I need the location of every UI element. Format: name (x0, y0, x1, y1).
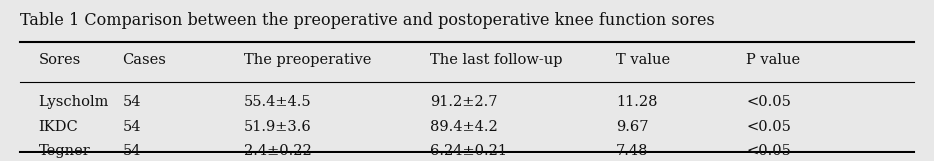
Text: 51.9±3.6: 51.9±3.6 (244, 120, 311, 134)
Text: Lyscholm: Lyscholm (38, 95, 109, 109)
Text: The last follow-up: The last follow-up (430, 53, 562, 67)
Text: Cases: Cases (122, 53, 166, 67)
Text: 6.24±0.21: 6.24±0.21 (430, 144, 507, 158)
Text: 55.4±4.5: 55.4±4.5 (244, 95, 311, 109)
Text: 2.4±0.22: 2.4±0.22 (244, 144, 311, 158)
Text: 91.2±2.7: 91.2±2.7 (430, 95, 497, 109)
Text: 89.4±4.2: 89.4±4.2 (430, 120, 498, 134)
Text: 7.48: 7.48 (616, 144, 648, 158)
Text: Table 1 Comparison between the preoperative and postoperative knee function sore: Table 1 Comparison between the preoperat… (20, 12, 715, 29)
Text: 9.67: 9.67 (616, 120, 648, 134)
Text: P value: P value (746, 53, 800, 67)
Text: T value: T value (616, 53, 670, 67)
Text: IKDC: IKDC (38, 120, 78, 134)
Text: Sores: Sores (38, 53, 81, 67)
Text: The preoperative: The preoperative (244, 53, 371, 67)
Text: <0.05: <0.05 (746, 95, 791, 109)
Text: 54: 54 (122, 144, 141, 158)
Text: 11.28: 11.28 (616, 95, 658, 109)
Text: 54: 54 (122, 120, 141, 134)
Text: 54: 54 (122, 95, 141, 109)
Text: <0.05: <0.05 (746, 120, 791, 134)
Text: <0.05: <0.05 (746, 144, 791, 158)
Text: Tegner: Tegner (38, 144, 91, 158)
